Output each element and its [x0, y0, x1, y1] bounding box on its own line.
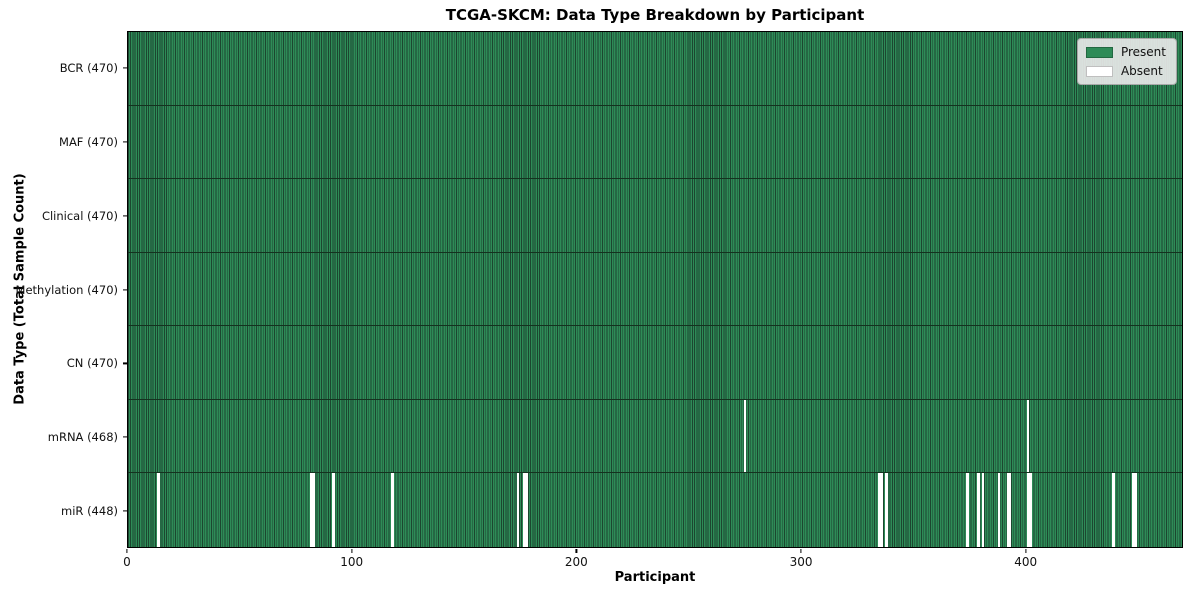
absent-marker: [997, 473, 1001, 547]
absent-marker: [1026, 399, 1030, 473]
absent-marker: [1112, 473, 1115, 547]
absent-marker: [332, 473, 336, 547]
ytick-mark: [123, 215, 127, 217]
absent-marker: [885, 473, 888, 547]
legend-label-present: Present: [1120, 45, 1166, 59]
legend-item-absent: Absent: [1085, 64, 1166, 78]
heatmap-row-Clinical: [128, 179, 1182, 253]
present-swatch: [1085, 46, 1113, 58]
absent-marker: [523, 473, 527, 547]
legend-item-present: Present: [1085, 45, 1166, 59]
plot-area: Present Absent: [127, 31, 1183, 548]
absent-marker: [743, 399, 747, 473]
ytick-mark: [123, 436, 127, 438]
absent-marker: [390, 473, 394, 547]
absent-marker: [525, 473, 529, 547]
heatmap-row-MAF: [128, 105, 1182, 180]
absent-marker: [157, 473, 160, 547]
xtick-mark: [1025, 549, 1027, 553]
ytick-mark: [123, 288, 127, 291]
xtick-label: 300: [789, 555, 813, 569]
ytick-label: miR (448): [61, 504, 118, 519]
absent-marker: [1006, 473, 1010, 547]
absent-marker: [977, 473, 980, 547]
x-axis-label: Participant: [614, 570, 696, 585]
absent-swatch: [1085, 65, 1113, 77]
heatmap-rows: [128, 32, 1182, 547]
ytick-label: BCR (470): [59, 60, 118, 75]
xtick-label: 100: [340, 555, 364, 569]
heatmap-row-CN: [128, 326, 1182, 400]
legend: Present Absent: [1076, 38, 1177, 85]
heatmap-row-BCR: [128, 32, 1182, 106]
absent-marker: [878, 473, 882, 547]
ytick-mark: [123, 510, 127, 512]
xtick-mark: [800, 549, 802, 553]
absent-marker: [1028, 473, 1032, 547]
xtick-mark: [126, 549, 128, 553]
xtick-mark: [351, 549, 353, 553]
absent-marker: [516, 473, 520, 547]
ytick-label: mRNA (468): [47, 430, 118, 445]
ytick-mark: [123, 362, 127, 364]
absent-marker: [1008, 473, 1012, 547]
absent-marker: [312, 473, 315, 547]
ytick-label: Clinical (470): [41, 208, 118, 223]
ytick-label: MAF (470): [59, 134, 118, 149]
ytick-label: CN (470): [66, 356, 118, 371]
ytick-mark: [123, 67, 127, 69]
heatmap-row-mRNA: [128, 399, 1182, 474]
absent-marker: [966, 473, 969, 547]
ytick-label: Methylation (470): [15, 282, 118, 297]
absent-marker: [309, 473, 313, 547]
ytick-mark: [123, 141, 127, 143]
absent-marker: [1026, 473, 1030, 547]
chart-title: TCGA-SKCM: Data Type Breakdown by Partic…: [445, 6, 865, 24]
absent-marker: [981, 473, 985, 547]
xtick-mark: [575, 549, 577, 553]
absent-marker: [880, 473, 884, 547]
absent-marker: [1134, 473, 1138, 547]
heatmap-row-Methylation: [128, 252, 1182, 327]
legend-label-absent: Absent: [1120, 64, 1163, 78]
xtick-label: 400: [1014, 555, 1038, 569]
xtick-label: 0: [123, 555, 131, 569]
xtick-label: 200: [564, 555, 588, 569]
heatmap-row-miR: [128, 473, 1182, 547]
absent-marker: [1132, 473, 1135, 547]
